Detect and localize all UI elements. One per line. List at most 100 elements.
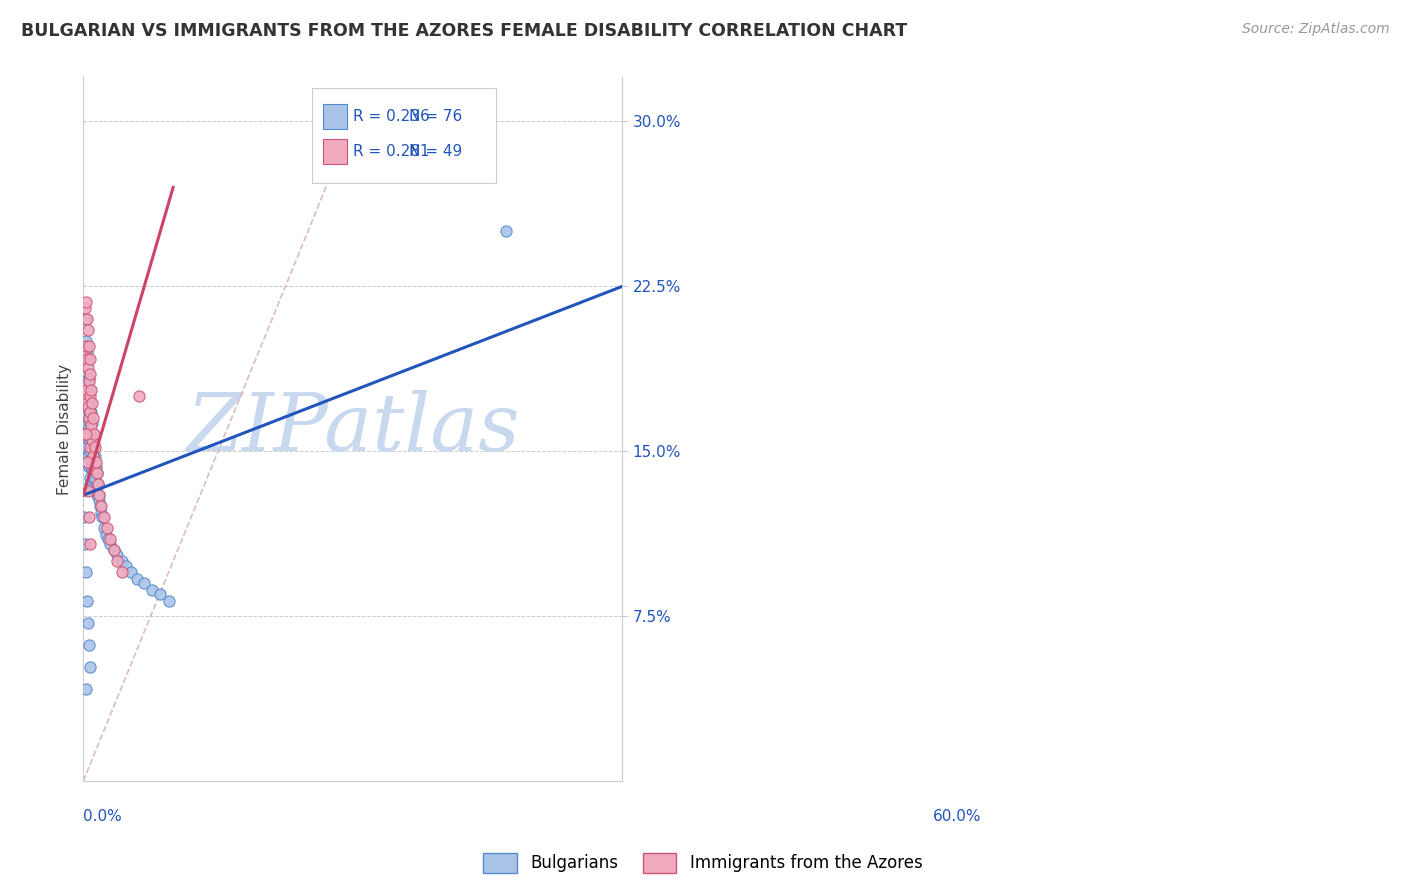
Text: 60.0%: 60.0% xyxy=(934,809,981,824)
Point xyxy=(76,449,98,463)
Point xyxy=(80,417,103,432)
Text: R = 0.281: R = 0.281 xyxy=(353,144,430,159)
Point xyxy=(86,488,108,502)
Point xyxy=(77,434,100,448)
Point xyxy=(82,440,104,454)
Point xyxy=(76,351,98,366)
Point xyxy=(83,459,105,474)
Point xyxy=(75,334,97,349)
Point xyxy=(75,301,97,316)
Point xyxy=(80,434,103,448)
Point xyxy=(134,576,156,591)
Point xyxy=(75,426,97,441)
Text: 0.0%: 0.0% xyxy=(83,809,122,824)
Point xyxy=(76,401,98,415)
Point xyxy=(79,351,101,366)
Y-axis label: Female Disability: Female Disability xyxy=(58,364,72,495)
Point xyxy=(86,466,108,480)
Point xyxy=(80,459,103,474)
Point xyxy=(75,536,97,550)
Point xyxy=(495,224,517,238)
FancyBboxPatch shape xyxy=(312,88,496,183)
Point xyxy=(98,532,121,546)
Point xyxy=(76,360,98,375)
Point xyxy=(107,548,129,562)
Point xyxy=(77,411,100,425)
Point xyxy=(89,488,111,502)
Point xyxy=(75,345,97,359)
Point xyxy=(84,449,107,463)
Point xyxy=(79,536,101,550)
Point xyxy=(80,383,103,397)
Point xyxy=(77,510,100,524)
Point xyxy=(149,587,172,601)
Point xyxy=(111,554,134,568)
Point xyxy=(76,483,98,498)
Point xyxy=(76,396,98,410)
Point xyxy=(96,521,118,535)
Point xyxy=(79,440,101,454)
Point xyxy=(111,565,134,579)
Point xyxy=(79,389,101,403)
Point xyxy=(79,404,101,418)
Point xyxy=(83,426,105,441)
Point xyxy=(84,455,107,469)
Point xyxy=(86,477,108,491)
Point xyxy=(77,459,100,474)
Point xyxy=(75,374,97,388)
Point xyxy=(90,506,112,520)
Point xyxy=(82,449,104,463)
Point xyxy=(77,372,100,386)
Point xyxy=(73,389,96,403)
Point xyxy=(76,351,98,366)
Point xyxy=(82,449,104,463)
Point xyxy=(91,510,114,524)
Point xyxy=(82,416,104,430)
Point xyxy=(79,416,101,430)
Point xyxy=(73,389,96,403)
Point xyxy=(75,565,97,579)
Point xyxy=(76,383,98,397)
Point xyxy=(128,389,150,403)
Point xyxy=(115,558,138,573)
Point xyxy=(76,615,98,630)
Point xyxy=(75,339,97,353)
Point xyxy=(79,444,101,458)
Point xyxy=(75,440,97,454)
Point xyxy=(75,407,97,421)
Point xyxy=(76,449,98,463)
Point xyxy=(87,488,110,502)
Point xyxy=(79,383,101,397)
Point xyxy=(79,659,101,673)
Point xyxy=(73,426,96,441)
Text: R = 0.236: R = 0.236 xyxy=(353,109,430,124)
Point xyxy=(79,426,101,441)
Text: BULGARIAN VS IMMIGRANTS FROM THE AZORES FEMALE DISABILITY CORRELATION CHART: BULGARIAN VS IMMIGRANTS FROM THE AZORES … xyxy=(21,22,907,40)
Point xyxy=(76,455,98,469)
Text: Source: ZipAtlas.com: Source: ZipAtlas.com xyxy=(1241,22,1389,37)
Point xyxy=(107,554,129,568)
Point xyxy=(77,638,100,652)
Point xyxy=(75,389,97,403)
Point xyxy=(84,440,107,454)
Point xyxy=(79,426,101,441)
Point xyxy=(89,492,111,507)
Point xyxy=(79,470,101,484)
Text: N = 76: N = 76 xyxy=(409,109,463,124)
Point xyxy=(76,422,98,436)
Legend: Bulgarians, Immigrants from the Azores: Bulgarians, Immigrants from the Azores xyxy=(477,847,929,880)
Point xyxy=(75,681,97,696)
Point xyxy=(76,312,98,326)
Point xyxy=(80,404,103,418)
Point xyxy=(76,323,98,337)
Point xyxy=(82,411,104,425)
Point xyxy=(73,416,96,430)
Point xyxy=(120,565,142,579)
Point xyxy=(83,462,105,476)
Point xyxy=(90,499,112,513)
Point xyxy=(157,593,180,607)
Point xyxy=(98,536,121,550)
Point xyxy=(89,499,111,513)
Point xyxy=(76,345,98,359)
Point xyxy=(79,477,101,491)
